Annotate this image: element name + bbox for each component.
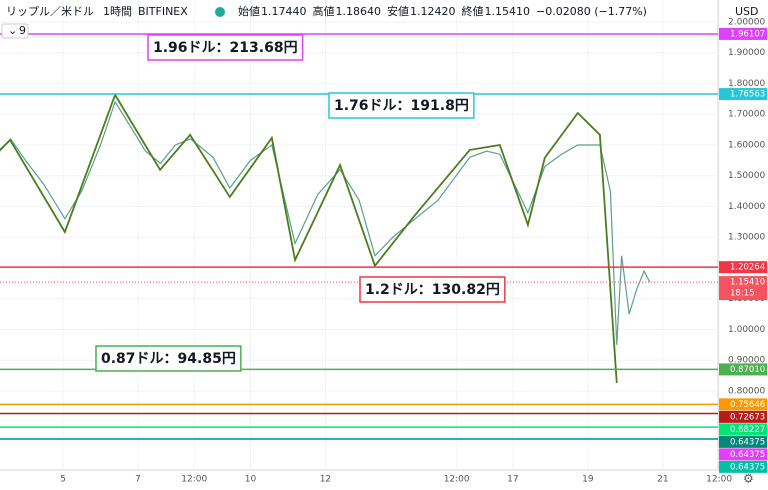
- series-line: [0, 100, 651, 345]
- annotation-box: [359, 276, 506, 303]
- x-tick-label: 12:00: [181, 475, 207, 485]
- level-tag: [719, 435, 767, 448]
- x-tick-label: 12:00: [706, 475, 732, 485]
- symbol: リップル／米ドル: [6, 5, 94, 18]
- level-tag: [719, 398, 767, 411]
- y-tick-label: 1.60000: [728, 140, 765, 150]
- x-tick-label: 21: [657, 475, 668, 485]
- level-tag: [719, 363, 767, 376]
- series-line: [0, 92, 618, 384]
- ohlc-label: 高値: [313, 4, 335, 18]
- indicator-toggle[interactable]: [1, 23, 29, 39]
- annotation-box: [147, 34, 304, 61]
- ohlc-label: 終値: [462, 4, 484, 18]
- currency: USD: [735, 5, 759, 18]
- ohlc-value: 1.15410: [485, 5, 531, 18]
- x-tick-label: 17: [507, 475, 518, 485]
- level-tag: [719, 448, 767, 461]
- level-label: 1.20264: [730, 263, 765, 273]
- y-tick-label: 1.40000: [728, 202, 765, 212]
- x-tick-label: 12: [320, 475, 331, 485]
- change: −0.02080 (−1.77%): [536, 5, 647, 18]
- y-tick-label: 1.30000: [728, 233, 765, 243]
- x-tick-label: 12:00: [444, 475, 470, 485]
- level-tag: [719, 410, 767, 423]
- indicator-count: 9: [19, 24, 26, 37]
- status-dot: [215, 7, 225, 17]
- ohlc-value: 1.18640: [336, 5, 382, 18]
- ohlc-label: 安値: [387, 4, 409, 18]
- annotation-box: [95, 345, 242, 372]
- x-tick-label: 10: [245, 475, 257, 485]
- annotation: 0.87ドル：94.85円: [101, 351, 236, 367]
- level-tag: [719, 88, 767, 101]
- level-label: 0.68227: [730, 425, 765, 435]
- ohlc-value: 1.17440: [261, 5, 307, 18]
- countdown: 18:15: [730, 289, 755, 299]
- ohlc-label: 始値: [238, 4, 260, 18]
- y-tick-label: 1.80000: [728, 79, 765, 89]
- y-tick-label: 1.70000: [728, 110, 765, 120]
- annotation: 1.2ドル：130.82円: [365, 282, 500, 298]
- ohlc-value: 1.12420: [410, 5, 456, 18]
- y-tick-label: 1.50000: [728, 171, 765, 181]
- y-tick-label: 1.00000: [728, 325, 765, 335]
- overlay: リップル／米ドル 1時間 BITFINEX USD ⌄ 9 ⚙ 始値 1.1744…: [1, 4, 759, 486]
- level-label: 0.87010: [730, 365, 765, 375]
- level-label: 0.64375: [730, 462, 765, 472]
- annotation: 1.96ドル：213.68円: [153, 40, 298, 56]
- indicator-chevron: ⌄: [8, 24, 17, 37]
- level-tag: [719, 423, 767, 436]
- level-label: 1.15410: [730, 278, 765, 288]
- interval: 1時間: [103, 5, 132, 18]
- annotation: 1.76ドル：191.8円: [334, 98, 469, 114]
- level-label: 1.76563: [730, 90, 765, 100]
- level-label: 0.72673: [730, 412, 765, 422]
- level-tag: [719, 27, 767, 40]
- x-tick-label: 5: [60, 475, 66, 485]
- level-label: 0.75646: [730, 400, 765, 410]
- level-tag: [719, 276, 767, 301]
- settings-icon[interactable]: ⚙: [743, 472, 754, 486]
- level-label: 0.64375: [730, 437, 765, 447]
- y-tick-label: 2.00000: [728, 17, 765, 27]
- y-tick-label: 0.90000: [728, 356, 765, 366]
- exchange: BITFINEX: [138, 5, 188, 18]
- level-tag: [719, 261, 767, 274]
- x-tick-label: 7: [135, 475, 141, 485]
- y-tick-label: 0.80000: [728, 386, 765, 396]
- x-tick-label: 19: [582, 475, 594, 485]
- annotation-box: [328, 92, 475, 119]
- level-label: 0.64375: [730, 450, 765, 460]
- y-tick-label: 1.90000: [728, 48, 765, 58]
- level-label: 1.96107: [730, 29, 765, 39]
- plot-area: [0, 0, 720, 470]
- level-tag: [719, 460, 767, 473]
